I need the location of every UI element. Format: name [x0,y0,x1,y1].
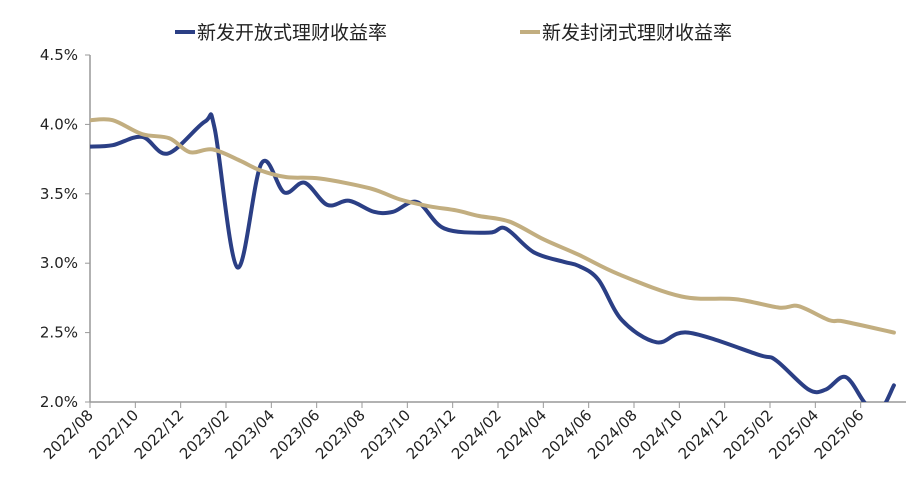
legend-item-closed: 新发封闭式理财收益率 [520,22,732,44]
x-tick-label: 2025/06 [811,406,868,463]
legend-label-closed: 新发封闭式理财收益率 [542,22,732,44]
series-line-closed [90,117,896,335]
y-tick-label: 2.5% [40,324,78,342]
y-tick-label: 4.0% [40,115,78,133]
legend-label-open: 新发开放式理财收益率 [197,22,387,44]
axes: 2.0%2.5%3.0%3.5%4.0%4.5%2022/082022/1020… [40,46,906,463]
series-lines [90,112,896,402]
series-line-open [90,112,896,402]
legend-item-open: 新发开放式理财收益率 [175,22,387,44]
y-tick-label: 2.0% [40,393,78,411]
y-tick-label: 4.5% [40,46,78,64]
y-tick-label: 3.5% [40,185,78,203]
legend: 新发开放式理财收益率 新发封闭式理财收益率 [175,22,732,44]
y-tick-label: 3.0% [40,254,78,272]
